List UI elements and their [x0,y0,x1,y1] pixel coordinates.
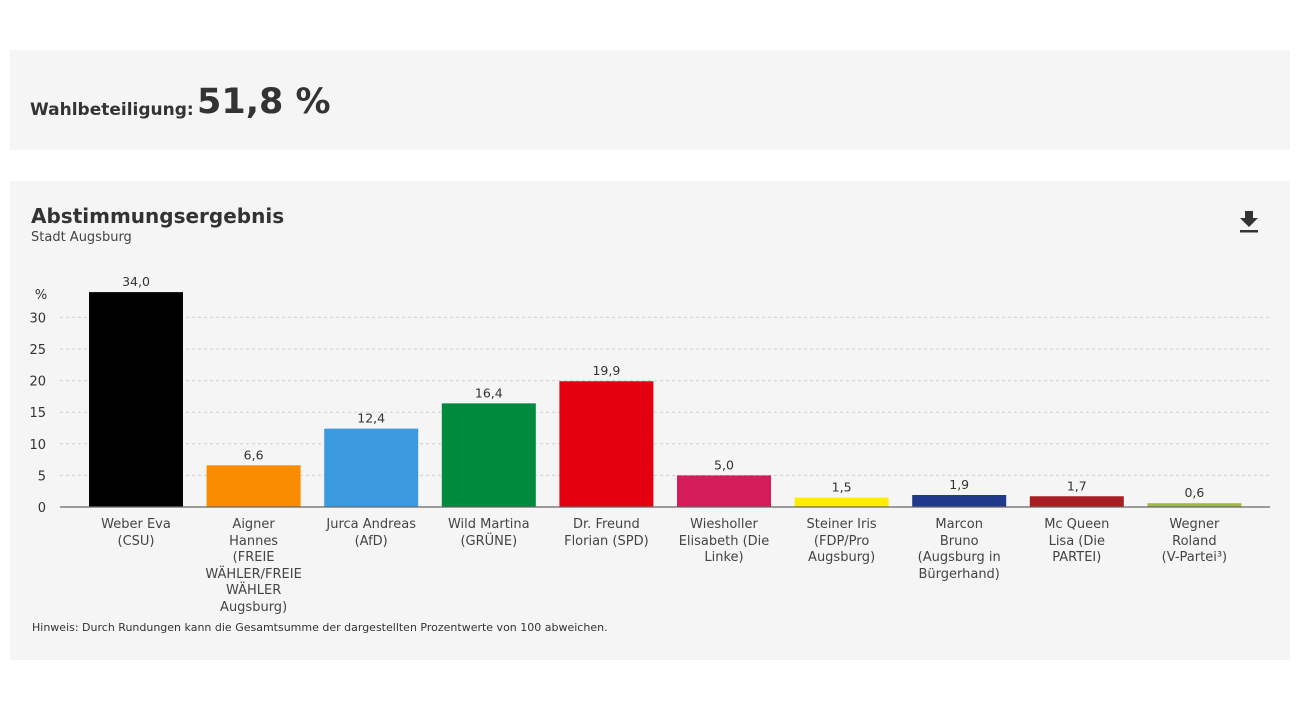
x-tick-label: Mc Queen Lisa (Die PARTEI) [1022,517,1132,567]
x-tick-label-line: Wegner [1169,517,1220,532]
x-tick-label-line: (Augsburg in [917,550,1001,565]
bar [1029,496,1124,507]
bar-chart: % 0 5 10 15 20 25 30 34,0 6,6 12,4 16,4 19,9 5,0 1,5 1,… [29,274,1270,516]
x-tick-label: Steiner Iris (FDP/Pro Augsburg) [787,517,897,567]
x-tick-label: Wiesholler Elisabeth (Die Linke) [669,517,779,567]
y-tick-label: 20 [29,375,46,390]
x-tick-label-line: (V-Partei³) [1161,550,1228,565]
x-tick-label-line: Florian (SPD) [564,533,649,549]
x-tick-label-line: WÄHLER/FREIE [205,566,302,582]
bar-value-label: 0,6 [1184,485,1204,500]
download-button[interactable] [1238,209,1260,233]
bar [89,292,183,507]
x-tick-label: Aigner Hannes (FREIE WÄHLER/FREIE WÄHLER Augs… [199,517,309,616]
x-tick-label-line: Mc Queen [1044,517,1110,532]
bar [1147,503,1242,507]
bar-value-label: 1,7 [1067,478,1087,493]
x-tick-label-line: Linke) [704,550,744,565]
x-tick-label: Dr. Freund Florian (SPD) [551,517,661,550]
y-tick-label: 0 [38,501,46,516]
bar-value-label: 12,4 [357,411,385,426]
x-tick-label-line: Bürgerhand) [918,566,1000,582]
chart-title: Abstimmungsergebnis [31,204,285,228]
x-tick-label: Wegner Roland (V-Partei³) [1139,517,1249,567]
x-tick-label-line: Marcon [935,517,983,532]
y-axis-unit-label: % [35,288,47,303]
bar [794,497,889,507]
x-tick-label-line: Roland [1172,533,1217,549]
x-tick-label-line: Augsburg) [220,599,288,615]
x-tick-label-line: (AfD) [354,533,388,549]
x-tick-label: Jurca Andreas (AfD) [316,517,426,550]
x-tick-label-line: PARTEI) [1052,550,1102,565]
y-tick-label: 30 [29,311,46,326]
turnout-card: Wahlbeteiligung: 51,8 % [10,50,1290,150]
chart-subtitle: Stadt Augsburg [31,230,132,245]
x-tick-label-line: Jurca Andreas [326,517,416,532]
bar-value-label: 6,6 [244,447,264,462]
turnout-value: 51,8 % [197,82,331,122]
x-tick-label-line: Hannes [229,533,279,549]
bar [912,494,1007,507]
x-tick-label-line: Dr. Freund [573,517,640,532]
x-tick-label-line: (FDP/Pro [813,533,870,549]
bar [206,465,301,507]
bar [441,403,536,507]
x-tick-label-line: Bruno [939,533,979,549]
y-tick-label: 15 [29,406,46,421]
x-tick-label-line: Augsburg) [808,550,876,565]
bar-value-label: 5,0 [714,457,734,472]
bar-value-label: 16,4 [475,385,503,400]
x-tick-label-line: (FREIE [232,550,275,565]
x-tick-label: Marcon Bruno (Augsburg in Bürgerhand) [904,517,1014,583]
bar-value-label: 34,0 [122,274,150,289]
x-tick-label-line: Lisa (Die [1048,533,1105,549]
x-tick-label-line: Wiesholler [690,517,758,532]
x-tick-label-line: Steiner Iris [806,517,877,532]
x-tick-label-line: Weber Eva [101,517,171,532]
bar-value-label: 19,9 [592,363,620,378]
bar [559,381,654,507]
y-tick-label: 5 [38,469,46,484]
turnout-label: Wahlbeteiligung: [30,100,194,120]
y-tick-label: 10 [29,438,46,453]
x-tick-label: Weber Eva (CSU) [81,517,191,550]
bar-value-label: 1,5 [832,480,852,495]
x-tick-label-line: (GRÜNE) [460,533,518,549]
bar [324,428,419,507]
footnote: Hinweis: Durch Rundungen kann die Gesamt… [32,621,608,634]
x-tick-label-line: Wild Martina [447,517,530,532]
bar-value-label: 1,9 [949,477,969,492]
x-tick-label-line: WÄHLER [225,583,282,598]
chart-card: Abstimmungsergebnis Stadt Augsburg % 0 5 10… [10,181,1290,660]
x-tick-label: Wild Martina (GRÜNE) [434,517,544,550]
y-tick-label: 25 [29,343,46,358]
x-tick-label-line: Elisabeth (Die [678,533,770,549]
download-icon [1240,211,1258,233]
x-tick-label-line: Aigner [232,517,275,532]
bar [677,475,771,507]
x-tick-label-line: (CSU) [117,533,155,549]
